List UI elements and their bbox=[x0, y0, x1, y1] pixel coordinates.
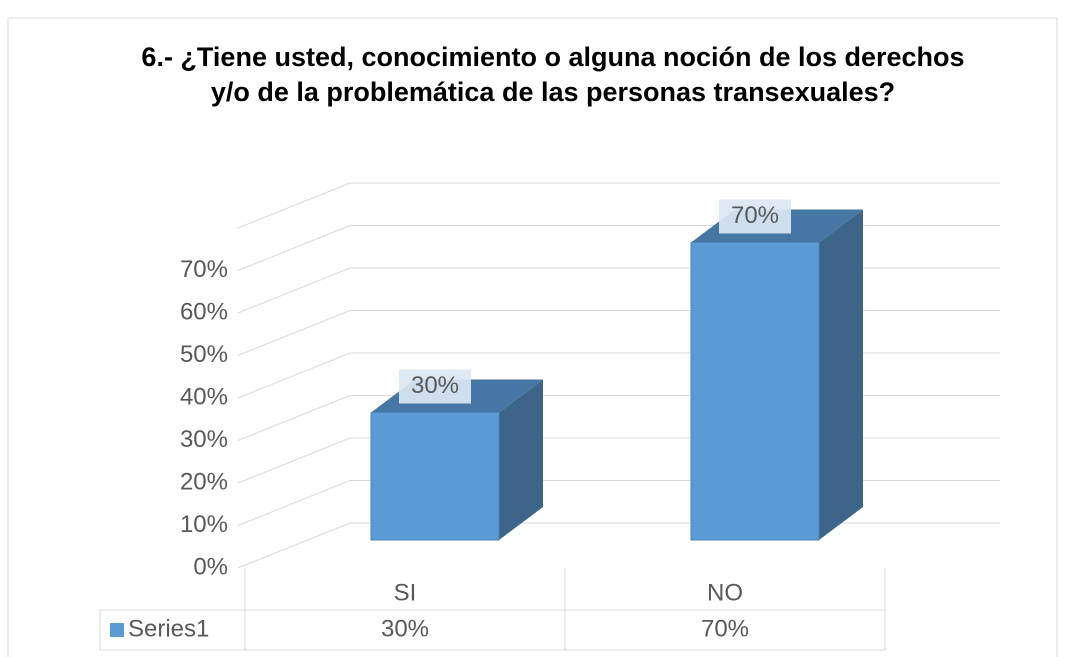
grid-line bbox=[237, 522, 351, 569]
bar-side bbox=[499, 379, 543, 540]
value-label: 70% bbox=[731, 202, 779, 229]
grid-line bbox=[237, 352, 351, 399]
y-tick-label: 20% bbox=[180, 468, 228, 495]
x-tick-label: SI bbox=[394, 579, 417, 606]
y-tick-label: 70% bbox=[180, 256, 228, 283]
legend-label: Series1 bbox=[128, 615, 209, 642]
y-tick-label: 60% bbox=[180, 298, 228, 325]
grid-line bbox=[237, 437, 351, 484]
y-tick-label: 0% bbox=[193, 553, 228, 580]
bar bbox=[370, 412, 500, 541]
grid-line bbox=[237, 310, 351, 356]
value-label-box bbox=[399, 369, 471, 404]
x-tick-label: NO bbox=[707, 579, 743, 606]
table-cell: 30% bbox=[381, 615, 429, 642]
grid-line bbox=[237, 267, 351, 314]
grid-line bbox=[237, 182, 351, 229]
table-cell: 70% bbox=[701, 615, 749, 642]
bar bbox=[690, 242, 820, 541]
y-tick-label: 10% bbox=[180, 511, 228, 538]
y-tick-label: 50% bbox=[180, 341, 228, 368]
grid-line bbox=[237, 480, 351, 526]
value-label-box bbox=[719, 199, 791, 234]
chart-title: 6.- ¿Tiene usted, conocimiento o alguna … bbox=[141, 42, 965, 107]
value-label: 30% bbox=[411, 372, 459, 399]
bar-side bbox=[819, 209, 863, 540]
y-tick-label: 30% bbox=[180, 426, 228, 453]
grid-line bbox=[237, 395, 351, 441]
grid-line bbox=[237, 225, 351, 271]
y-tick-label: 40% bbox=[180, 383, 228, 410]
legend-swatch bbox=[110, 623, 124, 637]
chart-border bbox=[7, 17, 1058, 657]
